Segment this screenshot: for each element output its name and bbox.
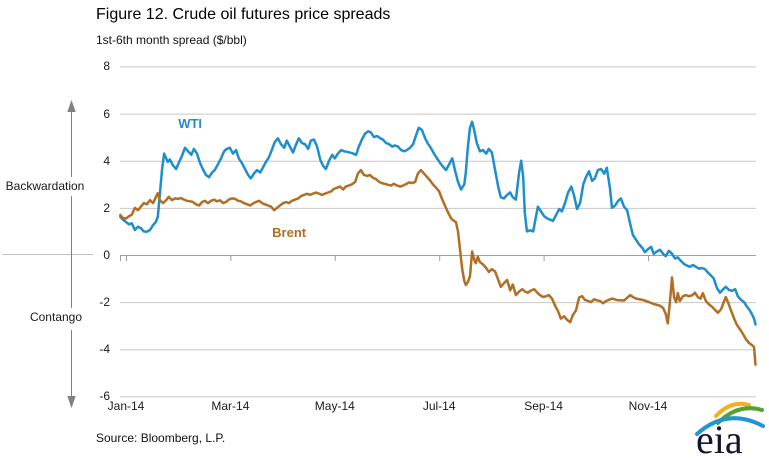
y-tick-label-0: 0 — [103, 248, 110, 262]
x-tick-label-Mar-14: Mar-14 — [211, 399, 250, 413]
axis-unit-label: 1st-6th month spread ($/bbl) — [96, 33, 247, 47]
x-tick-label-May-14: May-14 — [314, 399, 355, 413]
eia-logo: eia — [692, 395, 768, 459]
y-tick-label-8: 8 — [103, 59, 110, 74]
y-tick-label--6: -6 — [99, 389, 110, 404]
backwardation-label: Backwardation — [5, 179, 85, 193]
x-tick-label-Jan-14: Jan-14 — [107, 399, 145, 413]
series-line-wti — [119, 120, 757, 326]
logo-wordmark: eia — [696, 417, 743, 457]
contango-label: Contango — [29, 310, 83, 324]
logo-swoosh-yellow — [714, 401, 751, 418]
page-title: Figure 12. Crude oil futures price sprea… — [96, 6, 391, 23]
source-note: Source: Bloomberg, L.P. — [96, 431, 226, 445]
eia-logo-graphic: eia — [695, 401, 765, 459]
x-tick-label-Nov-14: Nov-14 — [628, 399, 668, 413]
series-label-wti: WTI — [178, 116, 203, 132]
y-tick-label-4: 4 — [103, 153, 110, 168]
series-line-brent — [119, 168, 757, 366]
down-arrowhead-icon — [67, 396, 76, 408]
y-tick-label--2: -2 — [99, 295, 110, 310]
y-tick-label-6: 6 — [103, 106, 110, 121]
up-arrowhead-icon — [67, 100, 76, 112]
series-label-brent: Brent — [272, 224, 307, 240]
x-tick-label-Jul-14: Jul-14 — [422, 399, 456, 413]
y-tick-label-2: 2 — [103, 200, 110, 215]
x-tick-label-Sep-14: Sep-14 — [524, 399, 563, 413]
y-tick-label--4: -4 — [99, 342, 110, 357]
logo-swoosh-blue — [695, 416, 765, 436]
